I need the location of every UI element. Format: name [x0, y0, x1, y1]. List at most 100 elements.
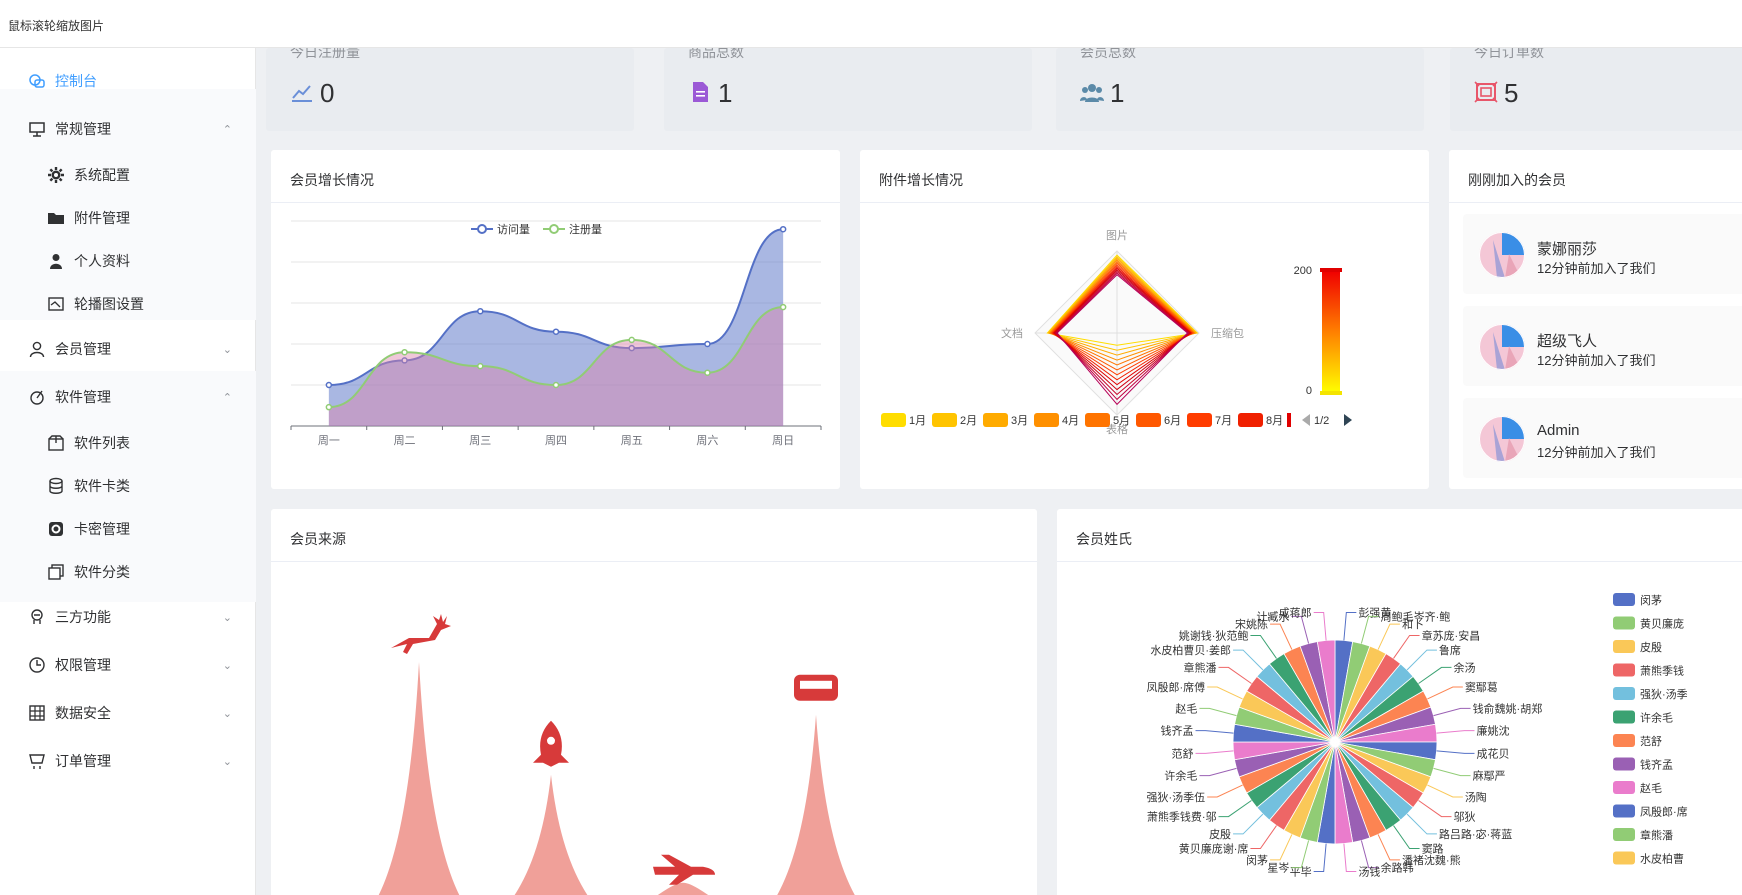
sidebar-item-4[interactable]: 个人资料 — [0, 238, 256, 284]
visual-map-min: 0 — [1306, 385, 1312, 397]
pictorial-bar — [378, 662, 460, 895]
member-growth-chart: 周一 周二 周三 周四 周五 周六 周日 访问量 注册量 — [290, 220, 822, 447]
sidebar-item-11[interactable]: 软件分类 — [0, 549, 256, 595]
legend-label: 范舒 — [1640, 734, 1662, 748]
pictorial-bar — [777, 714, 855, 895]
sidebar-item-label: 软件分类 — [74, 564, 130, 580]
recent-member-card[interactable]: Admin 12分钟前加入了我们 — [1463, 398, 1742, 478]
recent-members-panel: 刚刚加入的会员 蒙娜丽莎 12分钟前加入了我们 超级飞人 12分钟前加入了我们 Admi… — [1449, 150, 1742, 489]
pie-label: 姚谢钱·狄范鲍 — [1179, 629, 1249, 643]
stat-value: 5 — [1504, 78, 1519, 108]
recent-member-card[interactable]: 超级飞人 12分钟前加入了我们 — [1463, 306, 1742, 386]
radar-series — [1049, 260, 1195, 366]
image-icon — [47, 295, 65, 313]
data-point — [628, 344, 635, 352]
image-zoom-hint-bar: 鼠标滚轮缩放图片 — [0, 0, 1742, 48]
pie-label: 萧熊季钱费·邬 — [1147, 810, 1217, 824]
x-tick-label: 周三 — [469, 434, 491, 447]
stat-title: 今日注册量 — [290, 48, 360, 60]
legend-label: 黄贝廉庞 — [1640, 617, 1684, 631]
key-card-icon — [47, 520, 65, 538]
data-point — [779, 303, 787, 311]
chevron-down-icon: ⌄ — [222, 611, 232, 624]
member-source-panel: 会员来源 — [271, 509, 1037, 895]
chevron-down-icon: ⌄ — [222, 343, 232, 356]
radar-series — [1048, 259, 1196, 361]
zoom-hint-text: 鼠标滚轮缩放图片 — [8, 19, 105, 33]
gear-icon — [47, 166, 65, 184]
sidebar-item-8[interactable]: 软件列表 — [0, 420, 256, 466]
plane-icon — [653, 854, 715, 885]
sidebar-item-6[interactable]: 会员管理 ⌄ — [0, 326, 256, 372]
legend-swatch — [1034, 413, 1059, 427]
folder-icon — [47, 209, 65, 227]
pie-label-line — [1406, 649, 1437, 671]
sidebar-item-7[interactable]: 软件管理 ⌃ — [0, 374, 256, 420]
chevron-down-icon: ⌄ — [222, 707, 232, 720]
database-icon — [47, 477, 65, 495]
sidebar-item-label: 订单管理 — [55, 753, 111, 769]
member-joined: 12分钟前加入了我们 — [1537, 445, 1656, 460]
legend-label: 闵茅 — [1640, 593, 1662, 607]
legend-label: 强狄·汤季 — [1640, 687, 1688, 701]
legend-label: 注册量 — [569, 222, 602, 236]
legend-swatch — [1613, 593, 1635, 606]
users-icon — [1080, 84, 1104, 102]
pie-label-line — [1313, 611, 1327, 641]
chevron-up-icon: ⌃ — [222, 391, 232, 404]
pie-label-line — [1427, 784, 1463, 798]
sidebar-item-13[interactable]: 权限管理 ⌄ — [0, 642, 256, 688]
stat-card-members: 会员总数 1 — [1056, 48, 1424, 131]
pie-label: 窦鄢葛 — [1465, 681, 1498, 694]
sidebar-item-10[interactable]: 卡密管理 — [0, 506, 256, 552]
pie-label: 钱齐孟 — [1160, 724, 1193, 738]
pie-label-line — [1250, 635, 1277, 659]
legend-label: 水皮柏曹 — [1640, 852, 1684, 866]
pictorial-bar — [657, 882, 709, 895]
sidebar-item-15[interactable]: 订单管理 ⌄ — [0, 738, 256, 784]
radar-series — [1054, 270, 1190, 396]
presentation-icon — [28, 120, 46, 138]
legend-label: 1月 — [909, 415, 926, 427]
sidebar-item-14[interactable]: 数据安全 ⌄ — [0, 690, 256, 736]
sidebar-item-5[interactable]: 轮播图设置 — [0, 281, 256, 327]
stat-title: 今日订单数 — [1474, 48, 1544, 60]
sidebar-item-0[interactable]: 控制台 — [0, 58, 256, 104]
radar-series — [1046, 254, 1199, 346]
sidebar-item-1[interactable]: 常规管理 ⌃ — [0, 106, 256, 152]
pie-label: 宋姚陈 — [1235, 617, 1268, 631]
sidebar-item-12[interactable]: 三方功能 ⌄ — [0, 594, 256, 640]
x-tick-label: 周四 — [545, 434, 567, 447]
pie-label: 邬狄 — [1453, 810, 1475, 824]
pie-label: 皮殷 — [1209, 828, 1231, 841]
order-icon — [1474, 81, 1498, 103]
legend-swatch — [1613, 828, 1635, 841]
pie-label: 闵茅 — [1246, 853, 1268, 867]
member-name: Admin — [1537, 422, 1580, 439]
sidebar-item-2[interactable]: 系统配置 — [0, 152, 256, 198]
pie-label-line — [1377, 834, 1400, 861]
pie-label: 范舒 — [1171, 746, 1193, 760]
sidebar-item-9[interactable]: 软件卡类 — [0, 463, 256, 509]
data-point — [779, 225, 787, 233]
recent-member-card[interactable]: 蒙娜丽莎 12分钟前加入了我们 — [1463, 214, 1742, 294]
console-icon — [28, 72, 46, 90]
sidebar-item-3[interactable]: 附件管理 — [0, 195, 256, 241]
sidebar-item-label: 附件管理 — [74, 210, 130, 226]
pictorial-bar — [514, 774, 588, 895]
x-tick-label: 周二 — [394, 434, 416, 447]
pie-label: 强狄·汤季伍 — [1147, 790, 1206, 804]
pie-label-line — [1291, 840, 1310, 869]
pie-label-line — [1436, 730, 1475, 734]
pie-label-line — [1218, 666, 1252, 684]
pie-label: 潘褚沈魏·熊 — [1402, 853, 1461, 867]
pie-label: 平毕 — [1290, 866, 1312, 879]
member-surname-pie-chart: 彭强黄周鲍毛岑齐·鲍和卜章苏庞·安昌鲁席余汤窦鄢葛钱俞魏姚·胡郑廉姚沈成花贝麻鄢… — [1147, 593, 1688, 879]
radar-series — [1047, 256, 1198, 351]
panel-title: 会员增长情况 — [271, 150, 840, 203]
menu-group-general — [0, 89, 256, 320]
pie-label: 章熊潘 — [1184, 660, 1217, 674]
legend-label: 许余毛 — [1640, 711, 1673, 725]
legend-next-icon — [1344, 414, 1352, 426]
person-outline-icon — [28, 340, 46, 358]
